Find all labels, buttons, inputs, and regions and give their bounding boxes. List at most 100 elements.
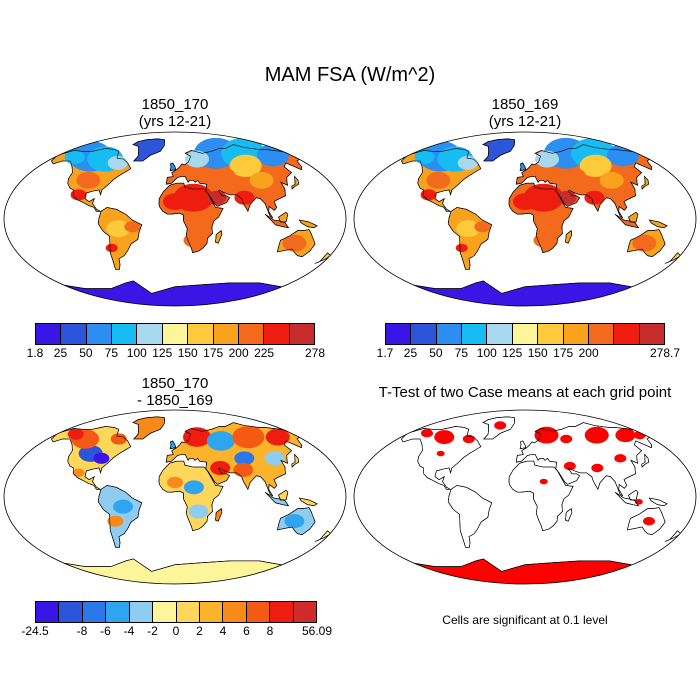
coastline-japan	[641, 453, 649, 468]
field-patch	[420, 189, 437, 201]
field-patch	[584, 190, 605, 205]
panel3-title-line1: 1850_170	[141, 375, 209, 392]
colorbar-swatch	[614, 324, 640, 344]
field-patch	[67, 428, 84, 440]
colorbar-label: 8	[266, 624, 274, 638]
coastline-indonesia	[264, 491, 290, 507]
coastline-eurasia	[165, 144, 304, 219]
field-patch	[206, 190, 227, 205]
coastline-uk	[169, 162, 177, 172]
coastline-africa	[508, 460, 574, 532]
coastline-newguinea	[648, 219, 668, 229]
colorbar-label: 278	[304, 346, 326, 360]
colorbar-label: 50	[79, 346, 93, 360]
panel1-title-line1: 1850_170	[141, 96, 209, 113]
colorbar-swatch	[137, 324, 163, 344]
coastline-australia	[277, 229, 316, 258]
field-patch	[64, 150, 85, 165]
colorbar-swatch	[129, 602, 154, 622]
landmass-samerica	[447, 485, 493, 548]
coastline-borneo	[628, 489, 639, 501]
colorbar-swatch	[270, 602, 294, 622]
significant-cell	[534, 426, 559, 444]
panel2-title: 1850_169 (yrs 12-21)	[425, 96, 625, 130]
coastline-borneo	[278, 211, 289, 223]
colorbar-label: -2	[147, 624, 158, 638]
colorbar-swatch	[639, 324, 664, 344]
coastline-borneo	[628, 211, 639, 223]
landmass-samerica	[97, 207, 143, 270]
significant-cell	[591, 463, 604, 473]
coastline-uk	[519, 440, 527, 450]
colorbar-1850-169	[385, 323, 665, 345]
significant-cell	[494, 421, 507, 430]
significant-cell	[563, 461, 576, 471]
coastline-japan	[291, 453, 299, 468]
field-patch	[535, 150, 560, 168]
coastline-madagascar	[215, 508, 223, 522]
map-border	[353, 409, 697, 585]
colorbar-label: 175	[203, 346, 224, 360]
colorbar-swatch	[82, 602, 107, 622]
coastline-indonesia	[614, 213, 640, 229]
colorbar-swatch	[462, 324, 488, 344]
colorbar-swatch	[223, 602, 247, 622]
field-patch	[474, 221, 491, 233]
field-patch	[565, 168, 586, 183]
colorbar-swatch	[588, 324, 615, 344]
field-patch	[599, 171, 624, 189]
field-patch	[183, 233, 204, 248]
colorbar-1850-170	[35, 323, 315, 345]
field-patch	[106, 220, 131, 238]
colorbar-swatch	[238, 324, 265, 344]
colorbar-swatch	[487, 324, 513, 344]
colorbar-label: 25	[53, 346, 68, 360]
colorbar-label: 100	[126, 346, 147, 360]
colorbar-swatch	[512, 324, 539, 344]
field-patch	[167, 476, 183, 489]
significant-cell	[560, 434, 573, 444]
colorbar-swatch	[199, 602, 224, 622]
map-border	[3, 409, 347, 585]
colorbar-swatch	[61, 324, 87, 344]
field-patch	[72, 468, 85, 478]
colorbar-label: 150	[527, 346, 548, 360]
colorbar-label: 150	[177, 346, 198, 360]
field-patch	[229, 154, 262, 178]
colorbar-swatch	[36, 324, 62, 344]
coastline-namerica	[401, 426, 482, 490]
colorbar-label: -24.5	[21, 624, 49, 638]
colorbar-label: 0	[172, 624, 180, 638]
field-patch	[183, 427, 212, 447]
coastline-greenland	[482, 138, 516, 162]
coastline-samerica	[97, 207, 143, 270]
colorbar-swatch	[86, 324, 113, 344]
coastline-indonesia	[614, 491, 640, 507]
colorbar-swatch	[213, 324, 239, 344]
map-panel-1850-170	[3, 131, 347, 307]
coastline-namerica	[51, 148, 132, 212]
colorbar-swatch	[538, 324, 564, 344]
map-panel-ttest	[353, 409, 697, 585]
colorbar-label: 200	[578, 346, 599, 360]
colorbar-label: 1.7	[376, 346, 394, 360]
figure-title: MAM FSA (W/m^2)	[264, 64, 436, 86]
coastline-japan	[291, 175, 299, 190]
field-patch	[76, 171, 101, 189]
field-patch	[188, 504, 209, 519]
field-patch	[513, 193, 537, 210]
coastline-australia	[627, 229, 666, 258]
colorbar-label: 225	[254, 346, 275, 360]
panel3-title: 1850_170 - 1850_169	[75, 375, 275, 409]
coastline-samerica	[447, 485, 493, 548]
coastline-newguinea	[298, 497, 318, 507]
field-patch	[107, 515, 124, 527]
coastline-australia	[277, 507, 316, 536]
significant-cell	[434, 430, 455, 445]
colorbar-swatch	[264, 324, 290, 344]
coastline-africa	[158, 460, 224, 532]
colorbar-swatch	[153, 602, 177, 622]
colorbar-label: 2	[196, 624, 203, 638]
landmass-samerica	[447, 207, 493, 270]
significance-note: Cells are significant at 0.1 level	[442, 613, 608, 627]
